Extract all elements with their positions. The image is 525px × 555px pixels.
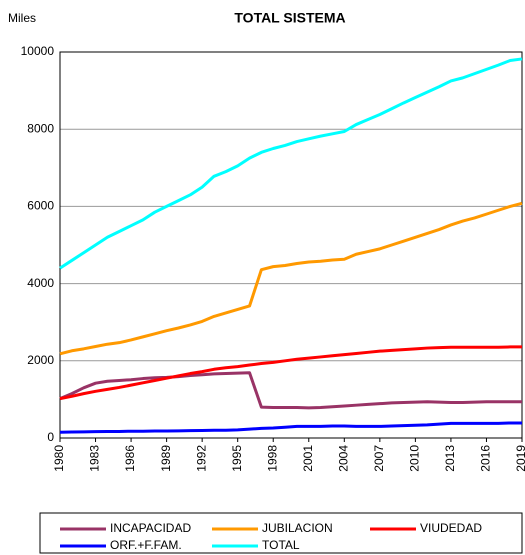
legend-label: ORF.+F.FAM.	[110, 538, 182, 552]
x-tick-label: 1995	[230, 445, 244, 472]
x-tick-label: 1992	[194, 445, 208, 472]
x-tick-label: 2010	[408, 445, 422, 472]
y-tick-label: 2000	[27, 353, 54, 367]
x-tick-label: 1983	[88, 445, 102, 472]
series-line	[59, 421, 522, 434]
plot-border	[59, 51, 523, 439]
x-tick-label: 2019	[514, 445, 525, 472]
series-line	[59, 345, 522, 401]
y-tick-label: 0	[47, 430, 54, 444]
x-tick-label: 1980	[52, 445, 66, 472]
series-line	[59, 371, 522, 410]
y-tick-label: 8000	[27, 121, 54, 135]
legend-label: TOTAL	[262, 538, 300, 552]
legend-label: JUBILACION	[262, 521, 333, 535]
y-axis-label: Miles	[8, 11, 36, 25]
series-line	[59, 57, 523, 270]
x-tick-label: 1998	[265, 445, 279, 472]
x-tick-label: 2004	[336, 445, 350, 472]
x-tick-label: 2016	[479, 445, 493, 472]
legend-box	[39, 512, 523, 554]
y-tick-label: 4000	[27, 276, 54, 290]
legend-label: VIUDEDAD	[420, 521, 482, 535]
y-tick-label: 6000	[27, 199, 54, 213]
x-tick-label: 1986	[123, 445, 137, 472]
chart-title: TOTAL SISTEMA	[234, 10, 345, 26]
x-tick-label: 1989	[159, 445, 173, 472]
y-tick-label: 10000	[21, 44, 55, 58]
x-tick-label: 2007	[372, 445, 386, 472]
x-tick-label: 2001	[301, 445, 315, 472]
legend-label: INCAPACIDAD	[110, 521, 191, 535]
x-tick-label: 2013	[443, 445, 457, 472]
series-line	[59, 201, 523, 356]
